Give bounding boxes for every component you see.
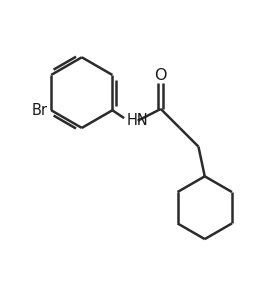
Text: O: O: [155, 68, 167, 83]
Text: Br: Br: [31, 103, 47, 118]
Text: HN: HN: [127, 113, 149, 128]
